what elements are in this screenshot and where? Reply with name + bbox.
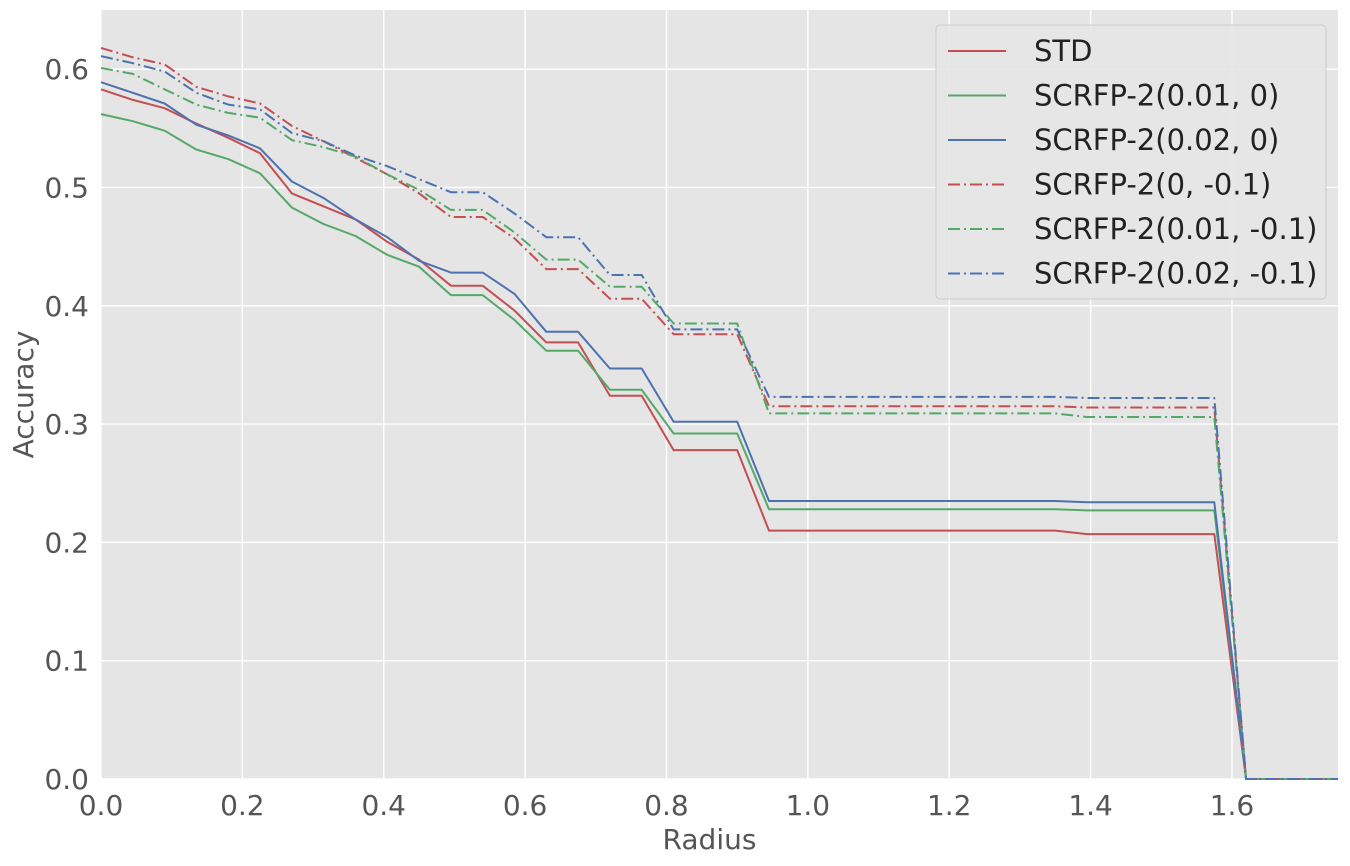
series-layer xyxy=(100,46,1338,780)
legend-label-2: SCRFP-2(0.02, 0) xyxy=(1034,123,1279,157)
legend-label-1: SCRFP-2(0.01, 0) xyxy=(1034,79,1279,113)
y-tick-label: 0.3 xyxy=(44,408,89,441)
x-tick-label: 1.6 xyxy=(1210,789,1255,822)
y-axis-label: Accuracy xyxy=(7,331,40,459)
series-line-5 xyxy=(100,55,1338,780)
legend: STD SCRFP-2(0.01, 0) SCRFP-2(0.02, 0) SCRFP… xyxy=(935,24,1327,300)
y-tick-label: 0.0 xyxy=(44,763,89,796)
legend-label-3: SCRFP-2(0, -0.1) xyxy=(1034,168,1271,202)
x-tick-label: 1.0 xyxy=(786,789,831,822)
series-line-4 xyxy=(100,67,1338,780)
series-line-1 xyxy=(100,113,1338,780)
x-tick-label: 0.8 xyxy=(644,789,689,822)
legend-box xyxy=(935,24,1327,300)
y-tick-label: 0.1 xyxy=(44,645,89,678)
x-tick-label: 1.2 xyxy=(927,789,972,822)
y-tick-label: 0.6 xyxy=(44,53,89,86)
series-line-0 xyxy=(100,88,1338,780)
x-tick-label: 0.4 xyxy=(361,789,406,822)
y-tick-label: 0.2 xyxy=(44,526,89,559)
x-tick-label: 0.2 xyxy=(220,789,265,822)
legend-label-4: SCRFP-2(0.01, -0.1) xyxy=(1034,212,1317,246)
y-tick-label: 0.4 xyxy=(44,290,89,323)
x-tick-label: 0.6 xyxy=(503,789,548,822)
legend-label-5: SCRFP-2(0.02, -0.1) xyxy=(1034,257,1317,291)
series-line-2 xyxy=(100,81,1338,780)
x-axis-label: Radius xyxy=(663,823,757,856)
x-tick-label: 1.4 xyxy=(1068,789,1113,822)
legend-label-0: STD xyxy=(1034,34,1092,68)
x-tick-labels: 0.0 0.2 0.4 0.6 0.8 1.0 1.2 1.4 1.6 xyxy=(79,789,1255,822)
x-tick-label: 0.0 xyxy=(79,789,124,822)
series-line-3 xyxy=(100,46,1338,780)
y-tick-labels: 0.0 0.1 0.2 0.3 0.4 0.5 0.6 xyxy=(44,53,89,796)
y-tick-label: 0.5 xyxy=(44,171,89,204)
